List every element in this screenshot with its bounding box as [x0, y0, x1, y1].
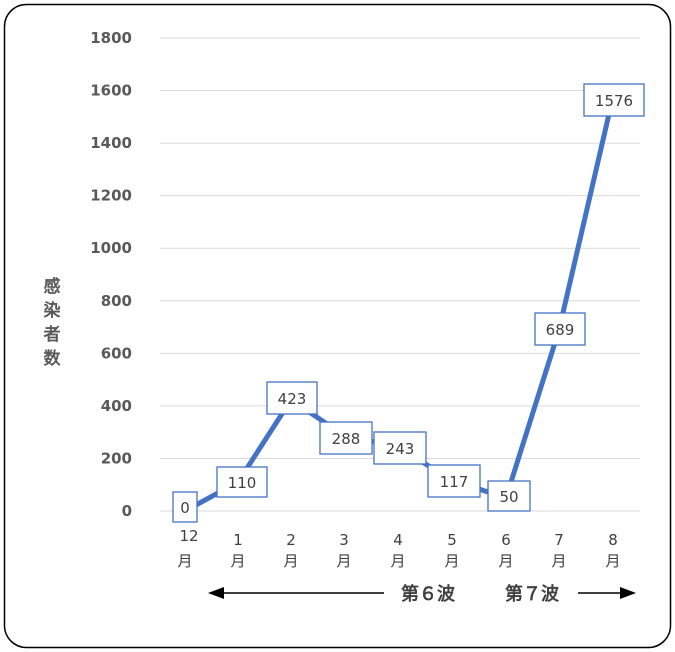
data-label: 50: [499, 488, 518, 506]
data-label: 423: [278, 390, 307, 408]
x-tick-unit: 月: [605, 552, 620, 570]
y-axis-label-char: 感: [44, 276, 61, 297]
wave6-arrow-head: [208, 587, 224, 599]
y-tick-label: 0: [122, 502, 132, 520]
x-tick-unit: 月: [177, 552, 192, 570]
data-label: 117: [440, 473, 469, 491]
data-label-box: [583, 83, 645, 117]
x-tick-unit: 月: [336, 552, 351, 570]
y-tick-label: 600: [101, 344, 132, 362]
y-tick-label: 800: [101, 292, 132, 310]
data-label: 0: [180, 499, 190, 517]
x-tick-number: 8: [608, 531, 618, 549]
data-label: 689: [546, 321, 575, 339]
y-axis-label-char: 染: [44, 300, 61, 321]
wave7-label: 第７波: [505, 583, 560, 605]
data-label-box: [319, 421, 373, 455]
data-label: 243: [386, 440, 415, 458]
y-tick-label: 1200: [90, 187, 132, 205]
x-tick-number: 6: [501, 531, 511, 549]
x-tick-number: 2: [286, 531, 296, 549]
data-label-box: [534, 312, 586, 346]
x-tick-number: 5: [447, 531, 457, 549]
wave6-label: 第６波: [401, 583, 456, 605]
data-label: 288: [332, 430, 361, 448]
x-tick-unit: 月: [390, 552, 405, 570]
data-label-box: [266, 381, 318, 415]
x-tick-number: 12: [179, 527, 198, 545]
x-tick-number: 3: [339, 531, 349, 549]
data-label: 110: [228, 474, 257, 492]
wave7-arrow-head: [620, 587, 636, 599]
data-label-box: [172, 491, 198, 523]
x-tick-number: 4: [393, 531, 403, 549]
y-tick-label: 200: [101, 449, 132, 467]
y-axis-label-char: 数: [44, 348, 62, 369]
y-axis-label-char: 者: [43, 324, 61, 345]
data-label-box: [216, 466, 268, 498]
x-tick-number: 7: [554, 531, 564, 549]
y-tick-label: 1000: [90, 239, 132, 257]
x-tick-unit: 月: [283, 552, 298, 570]
data-label: 1576: [595, 92, 633, 110]
data-label-box: [487, 480, 531, 512]
data-label-box: [373, 431, 427, 465]
y-tick-label: 1800: [90, 29, 132, 47]
x-tick-unit: 月: [498, 552, 513, 570]
x-tick-number: 1: [233, 531, 243, 549]
y-tick-label: 1600: [90, 82, 132, 100]
x-tick-unit: 月: [444, 552, 459, 570]
x-tick-unit: 月: [551, 552, 566, 570]
x-tick-unit: 月: [230, 552, 245, 570]
y-tick-label: 1400: [90, 134, 132, 152]
y-tick-label: 400: [101, 397, 132, 415]
data-label-box: [427, 464, 481, 498]
